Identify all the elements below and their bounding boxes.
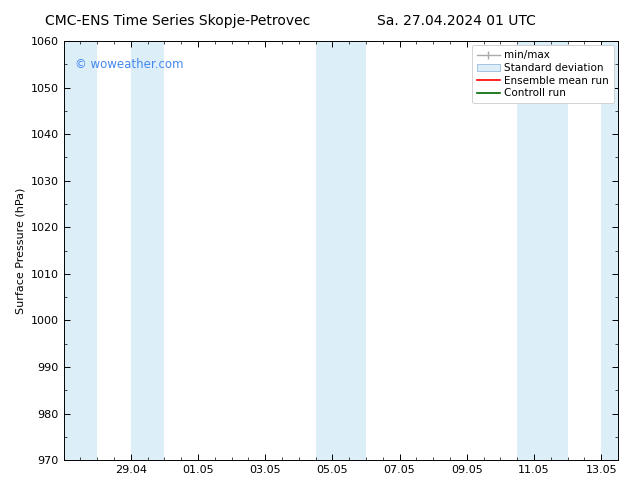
Legend: min/max, Standard deviation, Ensemble mean run, Controll run: min/max, Standard deviation, Ensemble me…: [472, 45, 614, 103]
Bar: [517, 41, 567, 460]
Text: © woweather.com: © woweather.com: [75, 58, 183, 71]
Bar: [316, 41, 366, 460]
Bar: [131, 41, 164, 460]
Y-axis label: Surface Pressure (hPa): Surface Pressure (hPa): [15, 187, 25, 314]
Text: CMC-ENS Time Series Skopje-Petrovec: CMC-ENS Time Series Skopje-Petrovec: [45, 14, 310, 28]
Bar: [63, 41, 97, 460]
Text: Sa. 27.04.2024 01 UTC: Sa. 27.04.2024 01 UTC: [377, 14, 536, 28]
Bar: [601, 41, 618, 460]
